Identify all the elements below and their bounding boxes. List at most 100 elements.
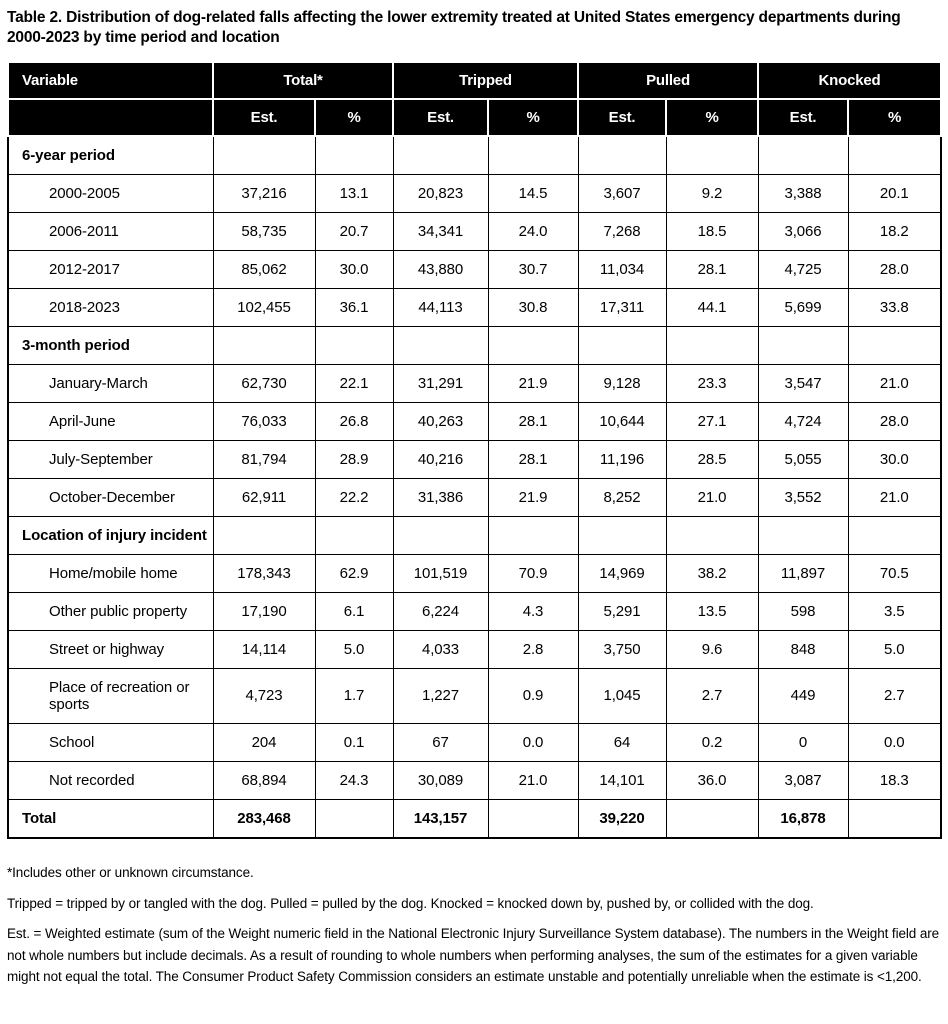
value-cell: 11,196 bbox=[577, 439, 667, 479]
row-label: Place of recreation or sports bbox=[7, 667, 214, 724]
value-cell: 40,263 bbox=[392, 401, 489, 441]
empty-cell bbox=[487, 325, 579, 365]
value-cell: 30.8 bbox=[487, 287, 579, 327]
total-value-cell bbox=[314, 798, 394, 839]
value-cell: 14.5 bbox=[487, 173, 579, 213]
value-cell: 3,087 bbox=[757, 760, 849, 800]
value-cell: 204 bbox=[212, 722, 316, 762]
empty-cell bbox=[392, 515, 489, 555]
value-cell: 81,794 bbox=[212, 439, 316, 479]
value-cell: 11,897 bbox=[757, 553, 849, 593]
empty-cell bbox=[665, 325, 759, 365]
header-group-row: Variable Total* Tripped Pulled Knocked bbox=[7, 60, 943, 100]
value-cell: 40,216 bbox=[392, 439, 489, 479]
table-row: Place of recreation or sports 4,723 1.7 1,2… bbox=[7, 667, 942, 724]
value-cell: 43,880 bbox=[392, 249, 489, 289]
value-cell: 14,969 bbox=[577, 553, 667, 593]
value-cell: 598 bbox=[757, 591, 849, 631]
value-cell: 0.9 bbox=[487, 667, 579, 724]
value-cell: 21.0 bbox=[665, 477, 759, 517]
table-row: July-September 81,794 28.9 40,216 28.1 11,196… bbox=[7, 439, 942, 479]
value-cell: 30.0 bbox=[314, 249, 394, 289]
empty-cell bbox=[487, 515, 579, 555]
value-cell: 0.0 bbox=[487, 722, 579, 762]
value-cell: 21.0 bbox=[847, 477, 942, 517]
row-label: Home/mobile home bbox=[7, 553, 214, 593]
header-empty-cell bbox=[7, 97, 214, 137]
value-cell: 76,033 bbox=[212, 401, 316, 441]
total-value-cell: 39,220 bbox=[577, 798, 667, 839]
section-row: 6-year period bbox=[7, 134, 942, 175]
data-table: Variable Total* Tripped Pulled Knocked E… bbox=[7, 60, 943, 839]
value-cell: 3,388 bbox=[757, 173, 849, 213]
empty-cell bbox=[392, 134, 489, 175]
table-row: School 204 0.1 67 0.0 64 0.2 0 0.0 bbox=[7, 722, 942, 762]
row-label: July-September bbox=[7, 439, 214, 479]
value-cell: 58,735 bbox=[212, 211, 316, 251]
header-group-total: Total* bbox=[211, 60, 395, 100]
row-label: April-June bbox=[7, 401, 214, 441]
value-cell: 4,033 bbox=[392, 629, 489, 669]
value-cell: 68,894 bbox=[212, 760, 316, 800]
value-cell: 5,055 bbox=[757, 439, 849, 479]
row-label: January-March bbox=[7, 363, 214, 403]
value-cell: 3,607 bbox=[577, 173, 667, 213]
value-cell: 62,730 bbox=[212, 363, 316, 403]
row-label: 2012-2017 bbox=[7, 249, 214, 289]
section-label: 6-year period bbox=[7, 134, 214, 175]
table-row: 2018-2023 102,455 36.1 44,113 30.8 17,311 44.1… bbox=[7, 287, 942, 327]
value-cell: 1,227 bbox=[392, 667, 489, 724]
value-cell: 44,113 bbox=[392, 287, 489, 327]
value-cell: 28.9 bbox=[314, 439, 394, 479]
table-title: Table 2. Distribution of dog-related fal… bbox=[7, 9, 901, 47]
value-cell: 24.3 bbox=[314, 760, 394, 800]
value-cell: 30.7 bbox=[487, 249, 579, 289]
value-cell: 38.2 bbox=[665, 553, 759, 593]
value-cell: 17,311 bbox=[577, 287, 667, 327]
row-label: Street or highway bbox=[7, 629, 214, 669]
value-cell: 21.9 bbox=[487, 363, 579, 403]
value-cell: 102,455 bbox=[212, 287, 316, 327]
empty-cell bbox=[314, 325, 394, 365]
table-row: 2006-2011 58,735 20.7 34,341 24.0 7,268 18.5 3,… bbox=[7, 211, 942, 251]
header-est-knocked: Est. bbox=[757, 97, 850, 137]
value-cell: 18.2 bbox=[847, 211, 942, 251]
table-row: Home/mobile home 178,343 62.9 101,519 70.9 14… bbox=[7, 553, 942, 593]
empty-cell bbox=[577, 134, 667, 175]
value-cell: 28.5 bbox=[665, 439, 759, 479]
empty-cell bbox=[577, 515, 667, 555]
value-cell: 18.5 bbox=[665, 211, 759, 251]
value-cell: 22.1 bbox=[314, 363, 394, 403]
section-label: Location of injury incident bbox=[7, 515, 214, 555]
table-body: 6-year period 2000-2005 37,216 13.1 20,823 14… bbox=[7, 134, 942, 839]
row-label: School bbox=[7, 722, 214, 762]
empty-cell bbox=[757, 515, 849, 555]
value-cell: 5.0 bbox=[847, 629, 942, 669]
section-row: Location of injury incident bbox=[7, 515, 942, 555]
value-cell: 0.2 bbox=[665, 722, 759, 762]
footnotes: *Includes other or unknown circumstance.… bbox=[7, 862, 947, 988]
header-sub-row: Est. % Est. % Est. % Est. % bbox=[7, 97, 943, 137]
value-cell: 28.1 bbox=[487, 401, 579, 441]
value-cell: 17,190 bbox=[212, 591, 316, 631]
empty-cell bbox=[847, 515, 942, 555]
section-row: 3-month period bbox=[7, 325, 942, 365]
value-cell: 449 bbox=[757, 667, 849, 724]
value-cell: 22.2 bbox=[314, 477, 394, 517]
empty-cell bbox=[577, 325, 667, 365]
empty-cell bbox=[665, 515, 759, 555]
value-cell: 85,062 bbox=[212, 249, 316, 289]
value-cell: 36.0 bbox=[665, 760, 759, 800]
value-cell: 2.8 bbox=[487, 629, 579, 669]
value-cell: 70.5 bbox=[847, 553, 942, 593]
value-cell: 848 bbox=[757, 629, 849, 669]
empty-cell bbox=[392, 325, 489, 365]
table-page: Table 2. Distribution of dog-related fal… bbox=[7, 9, 947, 988]
header-variable: Variable bbox=[7, 60, 214, 100]
value-cell: 21.0 bbox=[847, 363, 942, 403]
value-cell: 0.1 bbox=[314, 722, 394, 762]
table-row: 2012-2017 85,062 30.0 43,880 30.7 11,034 28.1 4… bbox=[7, 249, 942, 289]
value-cell: 5.0 bbox=[314, 629, 394, 669]
empty-cell bbox=[757, 325, 849, 365]
row-label: 2000-2005 bbox=[7, 173, 214, 213]
